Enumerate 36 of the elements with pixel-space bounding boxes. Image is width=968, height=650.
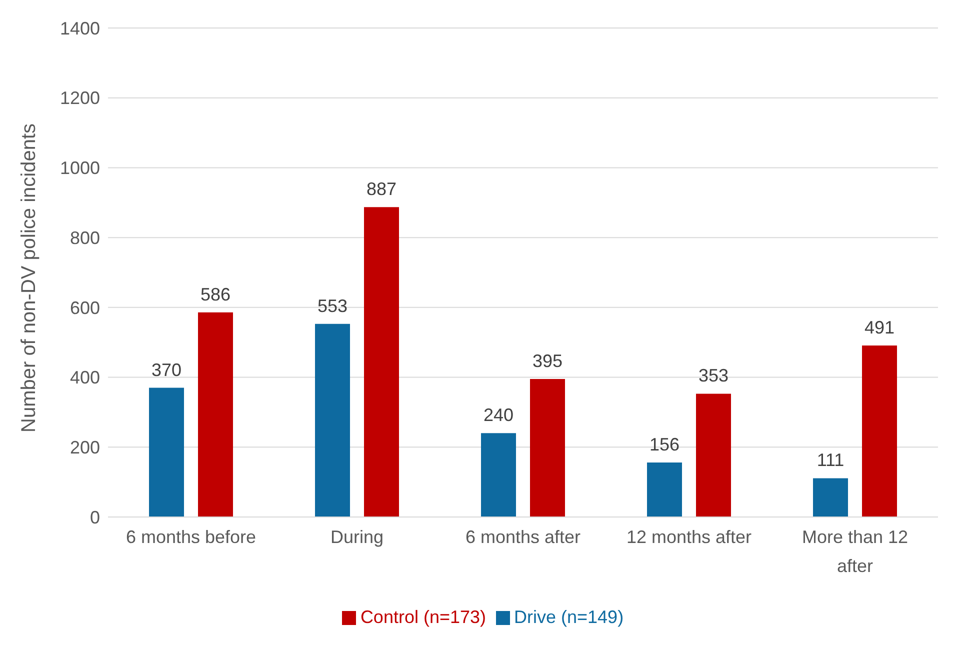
legend-label: Drive (n=149) [514, 607, 624, 627]
data-label: 370 [151, 360, 182, 380]
y-tick-label: 0 [90, 507, 100, 528]
y-axis-title: Number of non-DV police incidents [18, 123, 40, 432]
x-tick-label: 12 months after [626, 527, 752, 547]
y-tick-label: 200 [70, 438, 100, 458]
bar [149, 388, 184, 517]
y-tick-label: 1000 [60, 158, 100, 178]
y-tick-label: 600 [70, 298, 100, 318]
bar [696, 394, 731, 517]
y-tick-label: 1200 [60, 88, 100, 108]
x-tick-label: 6 months before [126, 527, 256, 547]
data-label: 111 [816, 450, 844, 470]
bar [862, 346, 897, 517]
x-tick-label: 6 months after [465, 527, 581, 547]
bar [315, 324, 350, 517]
data-label: 156 [649, 434, 680, 455]
bar [813, 478, 848, 517]
data-label: 240 [483, 405, 514, 426]
bar [647, 462, 682, 517]
data-label: 553 [317, 296, 348, 316]
bar [198, 312, 233, 517]
y-tick-label: 1400 [60, 18, 100, 38]
legend-label: Control (n=173) [360, 607, 486, 627]
y-tick-label: 800 [70, 228, 100, 248]
bar [364, 207, 399, 517]
data-label: 491 [864, 318, 895, 338]
data-label: 887 [366, 179, 397, 200]
data-label: 586 [200, 284, 231, 304]
bar [481, 433, 516, 517]
bar [530, 379, 565, 517]
data-label: 353 [698, 366, 729, 386]
x-tick-label: More than 12 after [802, 527, 908, 576]
data-label: 395 [532, 351, 563, 372]
y-tick-label: 400 [70, 368, 100, 388]
x-tick-label: During [330, 527, 384, 547]
